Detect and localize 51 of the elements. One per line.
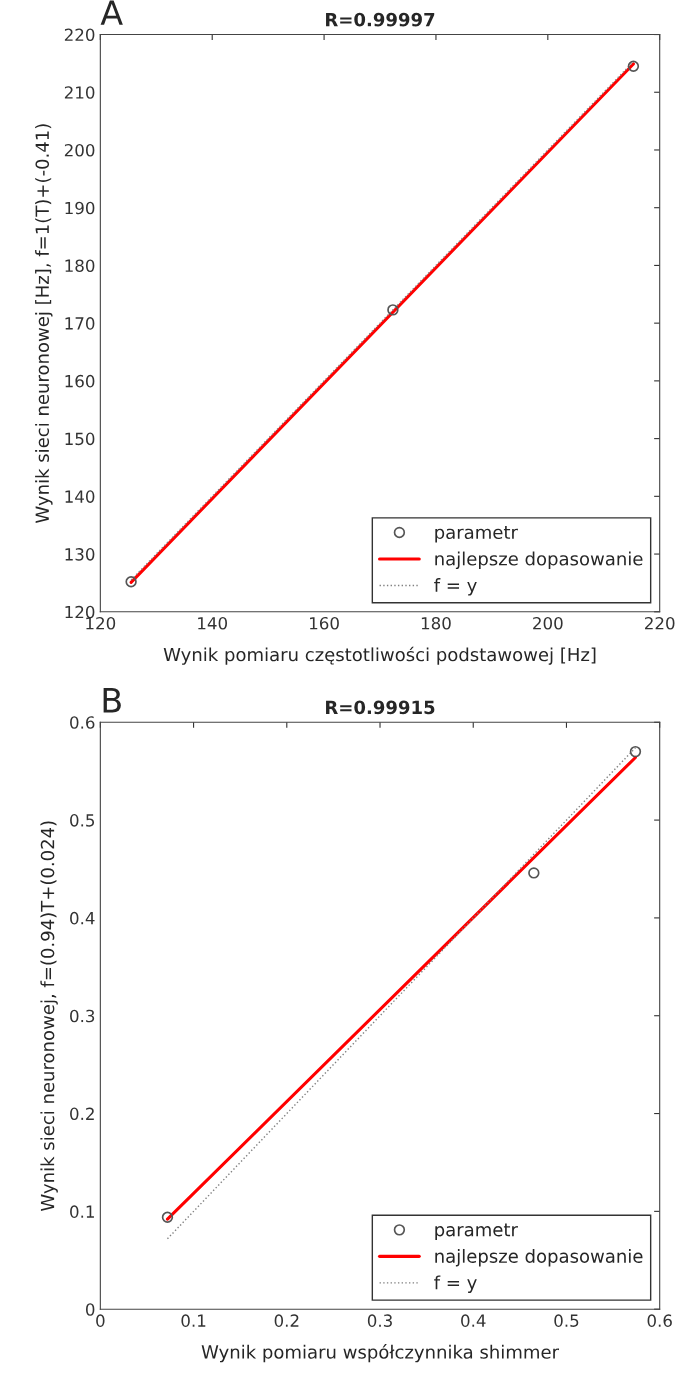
x-tick-label: 0.6: [647, 1314, 672, 1327]
y-axis-title: Wynik sieci neuronowej, f=(0.94)T+(0.024): [40, 821, 58, 1211]
x-axis-title: Wynik pomiaru częstotliwości podstawowej [Hz]: [163, 646, 596, 665]
x-axis-title: Wynik pomiaru współczynnika shimmer: [201, 1344, 560, 1363]
x-tick-label: 220: [645, 616, 675, 630]
x-tick-label: 160: [310, 616, 339, 630]
y-tick-label: 150: [65, 432, 95, 446]
x-tick-label: 0.4: [461, 1314, 486, 1327]
x-tick-label: 140: [198, 616, 228, 630]
legend-label: parametr: [435, 1223, 518, 1240]
y-tick-label: 170: [65, 317, 95, 330]
legend-label: f = y: [434, 1275, 477, 1293]
point: [387, 304, 399, 316]
y-tick-label: 0.5: [70, 814, 95, 827]
y-tick-label: 120: [65, 605, 95, 619]
legend-label: parametr: [435, 526, 518, 543]
y-tick-label: 0: [85, 1303, 95, 1316]
y-tick-label: 0.6: [70, 716, 95, 729]
text: A: [100, 0, 123, 25]
y-tick-label: 160: [65, 374, 95, 388]
y-tick-label: 0.1: [70, 1205, 94, 1218]
chart-title: R=0.99915: [326, 700, 435, 715]
legend-label: najlepsze dopasowanie: [435, 1248, 643, 1267]
chart-title: R=0.99997: [326, 12, 435, 27]
y-tick-label: 140: [65, 490, 95, 503]
x-tick-label: 0.5: [554, 1314, 579, 1327]
legend-label: f = y: [434, 578, 477, 596]
point: [627, 60, 640, 72]
point: [125, 576, 137, 588]
point: [161, 1211, 174, 1223]
x-tick-label: 0.3: [367, 1314, 392, 1327]
legend-label: najlepsze dopasowanie: [435, 551, 643, 570]
y-tick-label: 190: [65, 201, 95, 215]
x-tick-label: 0.2: [274, 1314, 299, 1327]
point: [629, 745, 642, 758]
y-axis-title: Wynik sieci neuronowej [Hz], f=1(T)+(-0.41): [35, 124, 53, 524]
y-tick-label: 0.2: [70, 1107, 94, 1121]
x-tick-label: 180: [421, 616, 451, 630]
y-tick-label: 130: [65, 548, 95, 561]
y-tick-label: 0.4: [70, 911, 95, 925]
y-tick-label: 200: [64, 143, 95, 157]
y-tick-label: 220: [64, 28, 95, 42]
point: [528, 867, 540, 879]
y-tick-label: 0.3: [70, 1009, 95, 1023]
y-tick-label: 180: [65, 259, 95, 272]
x-tick-label: 120: [86, 616, 116, 630]
text: B: [103, 688, 121, 713]
x-tick-label: 0.1: [181, 1314, 206, 1327]
x-tick-label: 0: [96, 1314, 105, 1327]
y-tick-label: 210: [64, 86, 95, 99]
x-tick-label: 200: [533, 616, 563, 630]
